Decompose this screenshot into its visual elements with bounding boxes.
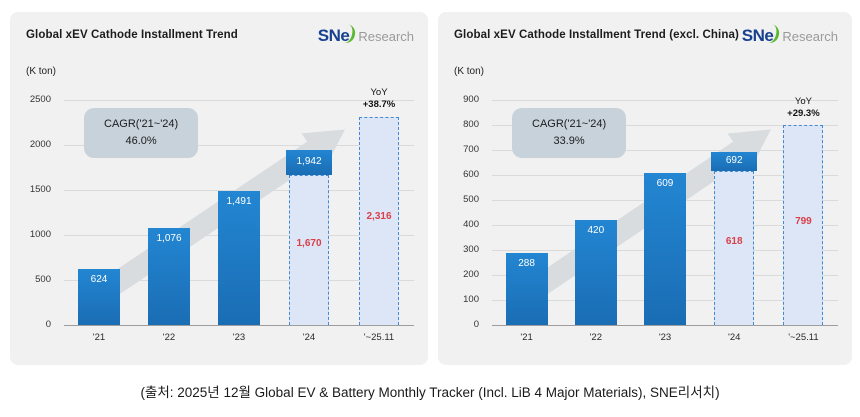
yoy-label: YoY — [794, 95, 812, 107]
y-axis-tick-label: 500 — [463, 194, 479, 205]
sne-research-logo: SNe Research — [317, 24, 414, 46]
partial-value-label: 618 — [725, 235, 743, 247]
chart-title: Global xEV Cathode Installment Trend (ex… — [454, 29, 739, 41]
logo-research-text: Research — [782, 28, 838, 44]
yoy-annotation: YoY +38.7% — [344, 87, 414, 112]
bar: 1,076 — [148, 228, 190, 325]
bar-series: '21 288 '22 420 '23 609 '24 618 692 '~25.11 799 YoY… — [492, 96, 838, 343]
plot-area: '21 624 '22 1,076 '23 1,491 '24 1,670 1,942 '~25.… — [64, 87, 414, 343]
yoy-value: +29.3% — [787, 107, 820, 119]
cagr-value: 46.0% — [125, 135, 157, 148]
y-axis-tick-label: 100 — [463, 294, 479, 305]
y-axis-tick-label: 200 — [463, 269, 479, 280]
bar-slot: '24 1,670 1,942 — [274, 100, 344, 343]
x-axis-baseline — [64, 325, 414, 326]
logo-wordmark: SNe — [741, 26, 774, 45]
bar-slot: '23 1,491 — [204, 100, 274, 343]
bar-value-label: 624 — [90, 273, 108, 285]
gridline — [492, 100, 838, 101]
yoy-value: +38.7% — [362, 99, 396, 111]
bar: 420 — [574, 220, 617, 325]
gridline — [64, 145, 414, 146]
growth-arrow-icon — [87, 129, 345, 308]
bar-slot: '21 288 — [492, 100, 561, 343]
bar-value-label: 420 — [587, 225, 605, 236]
y-axis-tick-label: 0 — [473, 319, 479, 330]
y-axis-tick-label: 500 — [35, 274, 51, 285]
bar-slot: '22 420 — [561, 100, 630, 343]
x-axis-category-label: '24 — [728, 332, 741, 343]
projection-bar: 2,316 — [359, 116, 399, 325]
x-axis-category-label: '24 — [302, 332, 316, 343]
chart-title: Global xEV Cathode Installment Trend — [26, 29, 238, 41]
y-axis-unit-label: (K ton) — [26, 66, 57, 77]
bar-value-label: 609 — [656, 177, 674, 189]
cagr-label: CAGR('21~'24) — [104, 118, 179, 130]
gridline — [64, 100, 414, 101]
projection-value-label: 799 — [795, 215, 812, 227]
bar-series: '21 624 '22 1,076 '23 1,491 '24 1,670 1,942 '~25.… — [64, 87, 414, 343]
bar-value-label: 1,076 — [156, 233, 182, 245]
bar-slot: '23 609 — [630, 100, 699, 343]
partial-value-label: 1,670 — [296, 238, 322, 250]
y-axis-tick-label: 400 — [463, 219, 479, 230]
y-axis-tick-label: 2500 — [29, 94, 51, 105]
x-axis-category-label: '23 — [658, 332, 672, 343]
bar: 624 — [78, 268, 120, 325]
bar-value-label: 1,491 — [226, 195, 252, 207]
yoy-label: YoY — [370, 86, 388, 98]
logo-research-text: Research — [358, 28, 414, 44]
sne-research-logo: SNe Research — [741, 24, 838, 46]
source-caption: (출처: 2025년 12월 Global EV & Battery Month… — [140, 385, 720, 400]
y-axis: 2500 2000 1500 1000 500 0 — [10, 94, 58, 330]
y-axis-tick-label: 1000 — [29, 229, 51, 240]
projection-bar: 799 — [783, 125, 824, 325]
x-axis-category-label: '21 — [92, 332, 106, 343]
bar-slot: '24 618 692 — [700, 100, 769, 343]
y-axis-tick-label: 1500 — [29, 184, 51, 195]
bar-value-label: 692 — [711, 152, 758, 171]
partial-bar: 1,670 — [289, 174, 329, 325]
partial-bar: 618 — [714, 170, 755, 325]
x-axis-category-label: '21 — [520, 332, 533, 343]
x-axis-category-label: '22 — [589, 332, 602, 343]
y-axis: 900 800 700 600 500 400 300 200 100 0 — [438, 94, 486, 330]
projection-value-label: 2,316 — [366, 210, 392, 222]
x-axis-category-label: '22 — [162, 332, 176, 343]
logo-wordmark: SNe — [317, 26, 350, 45]
x-axis-category-label: '23 — [232, 332, 246, 343]
bar-value-label: 288 — [518, 258, 535, 269]
bar-slot: '22 1,076 — [134, 100, 204, 343]
bar: 609 — [644, 172, 686, 325]
y-axis-tick-label: 600 — [463, 169, 479, 180]
bar-slot: '21 624 — [64, 100, 134, 343]
x-axis-category-label: '~25.11 — [788, 332, 819, 343]
cagr-label: CAGR('21~'24) — [532, 118, 607, 130]
gridline — [492, 125, 838, 126]
bar-value-label: 1,942 — [286, 150, 332, 175]
bar: 1,491 — [218, 190, 260, 325]
x-axis-category-label: '~25.11 — [363, 332, 395, 343]
chart-panel-excl-china: Global xEV Cathode Installment Trend (ex… — [438, 12, 852, 365]
gridline — [492, 150, 838, 151]
y-axis-tick-label: 2000 — [29, 139, 51, 150]
x-axis-baseline — [492, 325, 838, 326]
cagr-annotation: CAGR('21~'24) 33.9% — [512, 108, 627, 159]
y-axis-tick-label: 300 — [463, 244, 479, 255]
yoy-annotation: YoY +29.3% — [769, 96, 838, 121]
plot-area: '21 288 '22 420 '23 609 '24 618 692 '~25.11 799 YoY… — [492, 96, 838, 343]
growth-arrow-icon — [515, 129, 771, 308]
bar: 288 — [505, 253, 548, 325]
chart-panel-global: Global xEV Cathode Installment Trend SNe… — [10, 12, 428, 365]
y-axis-tick-label: 0 — [45, 319, 51, 330]
y-axis-unit-label: (K ton) — [454, 66, 485, 77]
y-axis-tick-label: 900 — [463, 94, 479, 105]
bar-slot: '~25.11 2,316 YoY +38.7% — [344, 87, 414, 343]
cagr-value: 33.9% — [553, 135, 585, 148]
y-axis-tick-label: 700 — [463, 144, 479, 155]
y-axis-tick-label: 800 — [463, 119, 479, 130]
cagr-annotation: CAGR('21~'24) 46.0% — [84, 108, 199, 159]
bar-slot: '~25.11 799 YoY +29.3% — [769, 96, 838, 343]
